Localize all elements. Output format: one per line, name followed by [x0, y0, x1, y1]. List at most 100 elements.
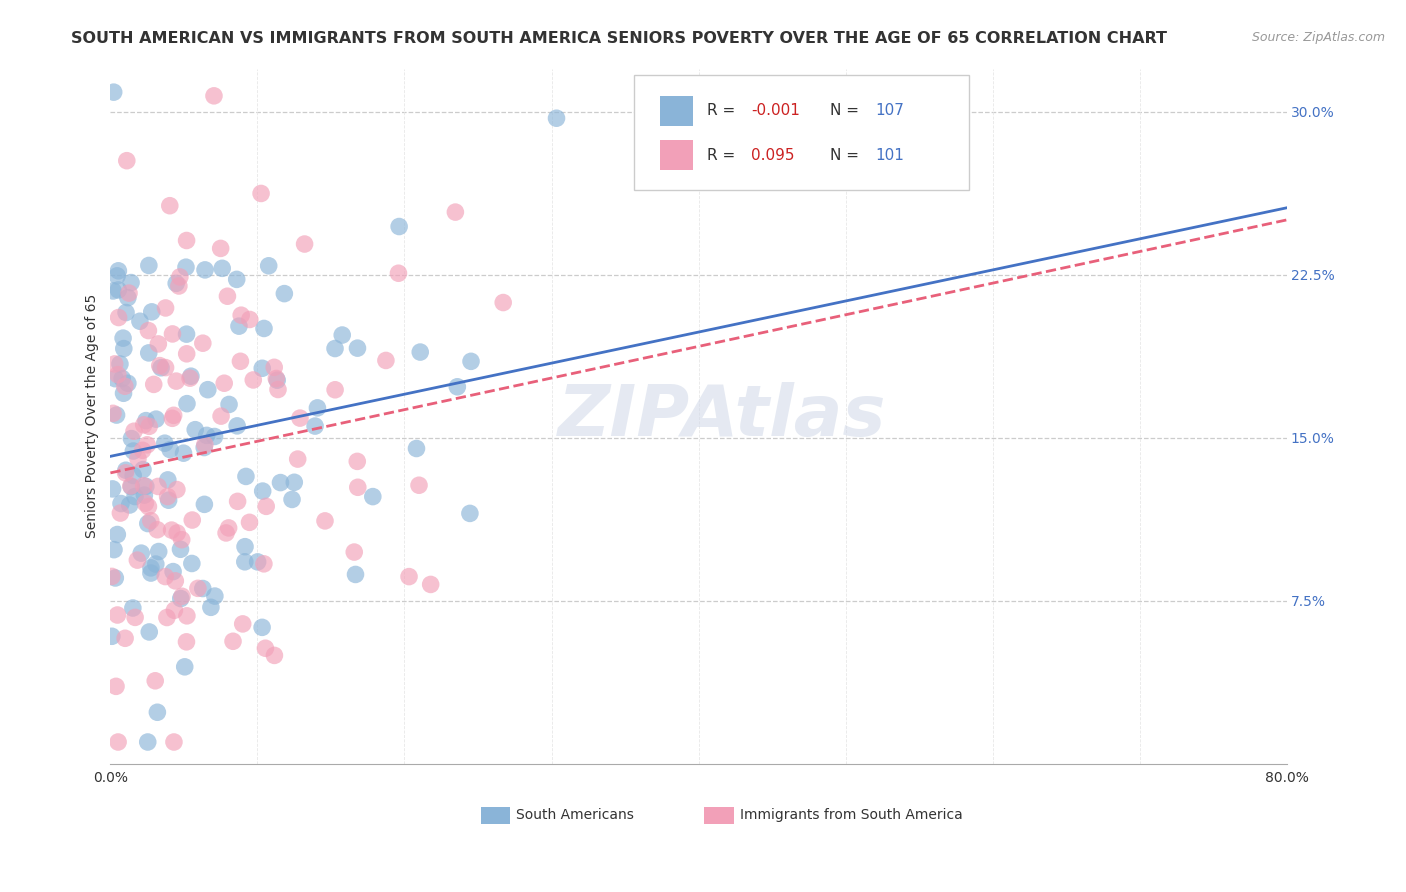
Point — [330, 328, 353, 343]
Point — [211, 261, 233, 276]
Point — [136, 438, 159, 452]
FancyBboxPatch shape — [481, 807, 510, 824]
Point — [148, 337, 170, 351]
Point — [388, 219, 411, 234]
Text: N =: N = — [831, 147, 865, 162]
Point — [233, 540, 256, 554]
Point — [138, 259, 160, 273]
Point — [143, 673, 166, 688]
Point — [122, 444, 145, 458]
Point — [112, 386, 135, 401]
Point — [176, 234, 198, 248]
Point — [138, 346, 160, 360]
Point — [105, 268, 128, 283]
Text: 107: 107 — [875, 103, 904, 118]
Point — [156, 490, 179, 504]
Point — [107, 310, 129, 325]
Point — [101, 406, 124, 420]
Point — [212, 376, 235, 391]
Point — [304, 419, 326, 434]
Point — [281, 492, 304, 507]
Point — [120, 480, 142, 494]
Point — [165, 374, 187, 388]
Point — [229, 354, 252, 368]
Point — [266, 373, 288, 387]
Point — [127, 553, 149, 567]
Point — [138, 624, 160, 639]
Point — [139, 514, 162, 528]
Point — [104, 372, 127, 386]
Point — [138, 500, 160, 514]
Point — [104, 357, 127, 371]
Point — [122, 468, 145, 483]
Point — [104, 571, 127, 585]
Point — [132, 417, 155, 432]
Point — [253, 557, 276, 571]
Point — [135, 414, 157, 428]
Point — [204, 429, 226, 443]
Point — [346, 454, 368, 468]
Point — [145, 412, 167, 426]
Point — [163, 735, 186, 749]
Point — [115, 463, 138, 477]
Point — [257, 259, 280, 273]
Point — [146, 479, 169, 493]
Text: N =: N = — [831, 103, 865, 118]
Point — [314, 514, 336, 528]
Point — [114, 379, 136, 393]
Point — [232, 616, 254, 631]
Point — [202, 88, 225, 103]
Point — [110, 497, 132, 511]
Point — [127, 451, 149, 466]
Point — [114, 466, 136, 480]
Point — [387, 266, 409, 280]
Point — [173, 446, 195, 460]
Point — [225, 272, 247, 286]
Point — [191, 336, 214, 351]
Text: 101: 101 — [875, 147, 904, 162]
Point — [153, 436, 176, 450]
Point — [250, 186, 273, 201]
Point — [166, 483, 188, 497]
Point — [187, 582, 209, 596]
Point — [145, 557, 167, 571]
Point — [111, 371, 134, 385]
Point — [233, 555, 256, 569]
Point — [323, 383, 346, 397]
Text: -0.001: -0.001 — [751, 103, 800, 118]
Point — [107, 283, 129, 297]
Point — [408, 478, 430, 492]
Point — [105, 408, 128, 422]
Point — [157, 493, 180, 508]
Point — [176, 397, 198, 411]
Point — [112, 331, 135, 345]
Point — [101, 482, 124, 496]
Point — [323, 342, 346, 356]
Point — [446, 380, 468, 394]
Point — [361, 490, 384, 504]
Point — [195, 428, 218, 442]
Point — [266, 371, 288, 385]
Text: R =: R = — [707, 147, 745, 162]
Point — [170, 591, 193, 606]
Point — [194, 263, 217, 277]
Point — [226, 418, 249, 433]
Point — [155, 569, 177, 583]
Point — [273, 286, 295, 301]
Point — [120, 479, 142, 493]
Point — [209, 409, 232, 424]
Point — [165, 574, 187, 588]
Point — [142, 377, 165, 392]
Point — [228, 319, 250, 334]
Point — [101, 569, 124, 583]
Point — [107, 264, 129, 278]
Point — [163, 409, 186, 423]
FancyBboxPatch shape — [704, 807, 734, 824]
Point — [344, 567, 367, 582]
Point — [122, 424, 145, 438]
Point — [138, 324, 160, 338]
Point — [155, 360, 177, 375]
Point — [250, 620, 273, 634]
Point — [184, 423, 207, 437]
Point — [139, 561, 162, 575]
